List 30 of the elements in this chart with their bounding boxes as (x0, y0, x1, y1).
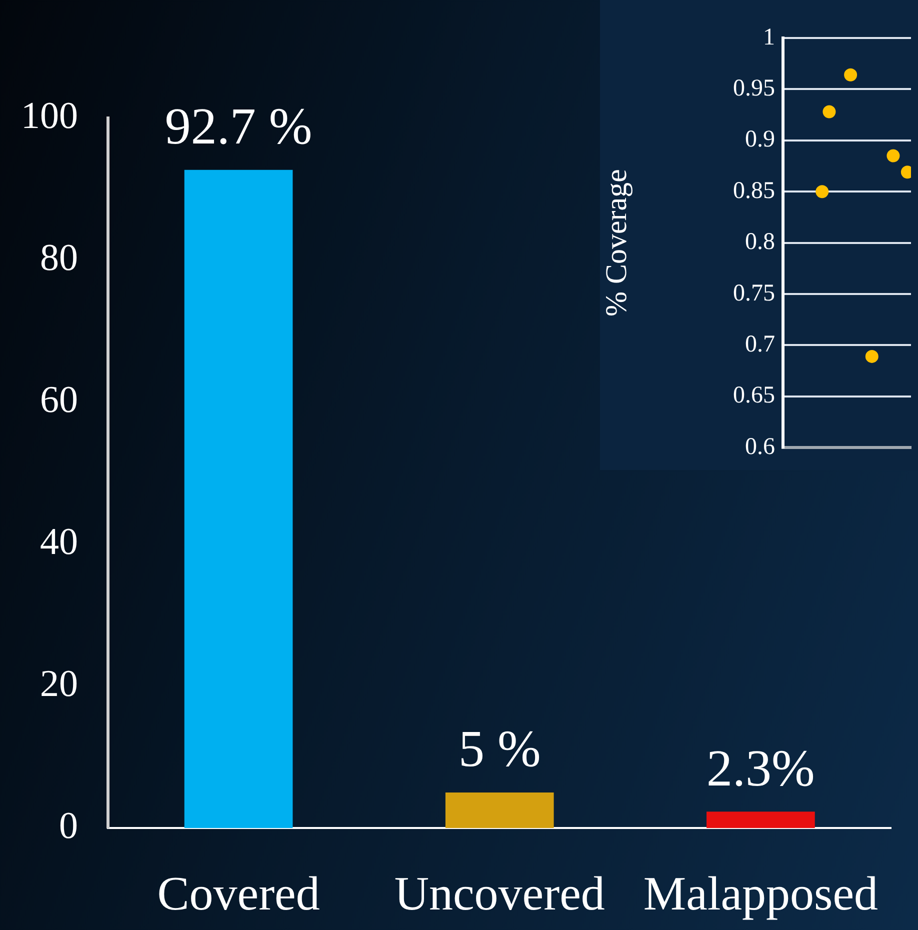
point (844, 68, 858, 82)
y-tick-label: 0.95 (733, 75, 775, 102)
y-tick-label: 0.8 (745, 229, 775, 256)
point (886, 149, 900, 162)
y-axis-title: % Coverage (600, 169, 633, 317)
y-tick-label: 0.9 (745, 126, 775, 153)
y-tick-label: 1 (763, 24, 775, 50)
x-tick-label: Covered (157, 867, 320, 920)
data-label: 2.3% (706, 740, 815, 798)
y-tick-label: 100 (21, 94, 78, 137)
point (865, 350, 878, 363)
data-label: 5 % (458, 721, 541, 778)
y-tick-label: 80 (40, 236, 78, 279)
bar (184, 170, 293, 828)
y-tick-label: 0.85 (733, 178, 775, 204)
y-tick-label: 0 (59, 804, 78, 847)
data-label: 92.7 % (164, 98, 312, 156)
x-tick-label: Malapposed (643, 867, 878, 920)
y-tick-label: 60 (40, 378, 78, 421)
y-tick-label: 0.75 (733, 280, 775, 306)
y-tick-label: 40 (40, 520, 78, 563)
y-tick-label: 20 (40, 662, 78, 705)
y-tick-label: 0.7 (745, 331, 775, 358)
point (822, 105, 836, 118)
y-tick-label: 0.6 (745, 434, 775, 460)
bar (445, 792, 554, 828)
bar (706, 812, 815, 828)
x-tick-label: Uncovered (394, 867, 605, 920)
point (816, 185, 829, 198)
y-tick-label: 0.65 (733, 382, 775, 409)
